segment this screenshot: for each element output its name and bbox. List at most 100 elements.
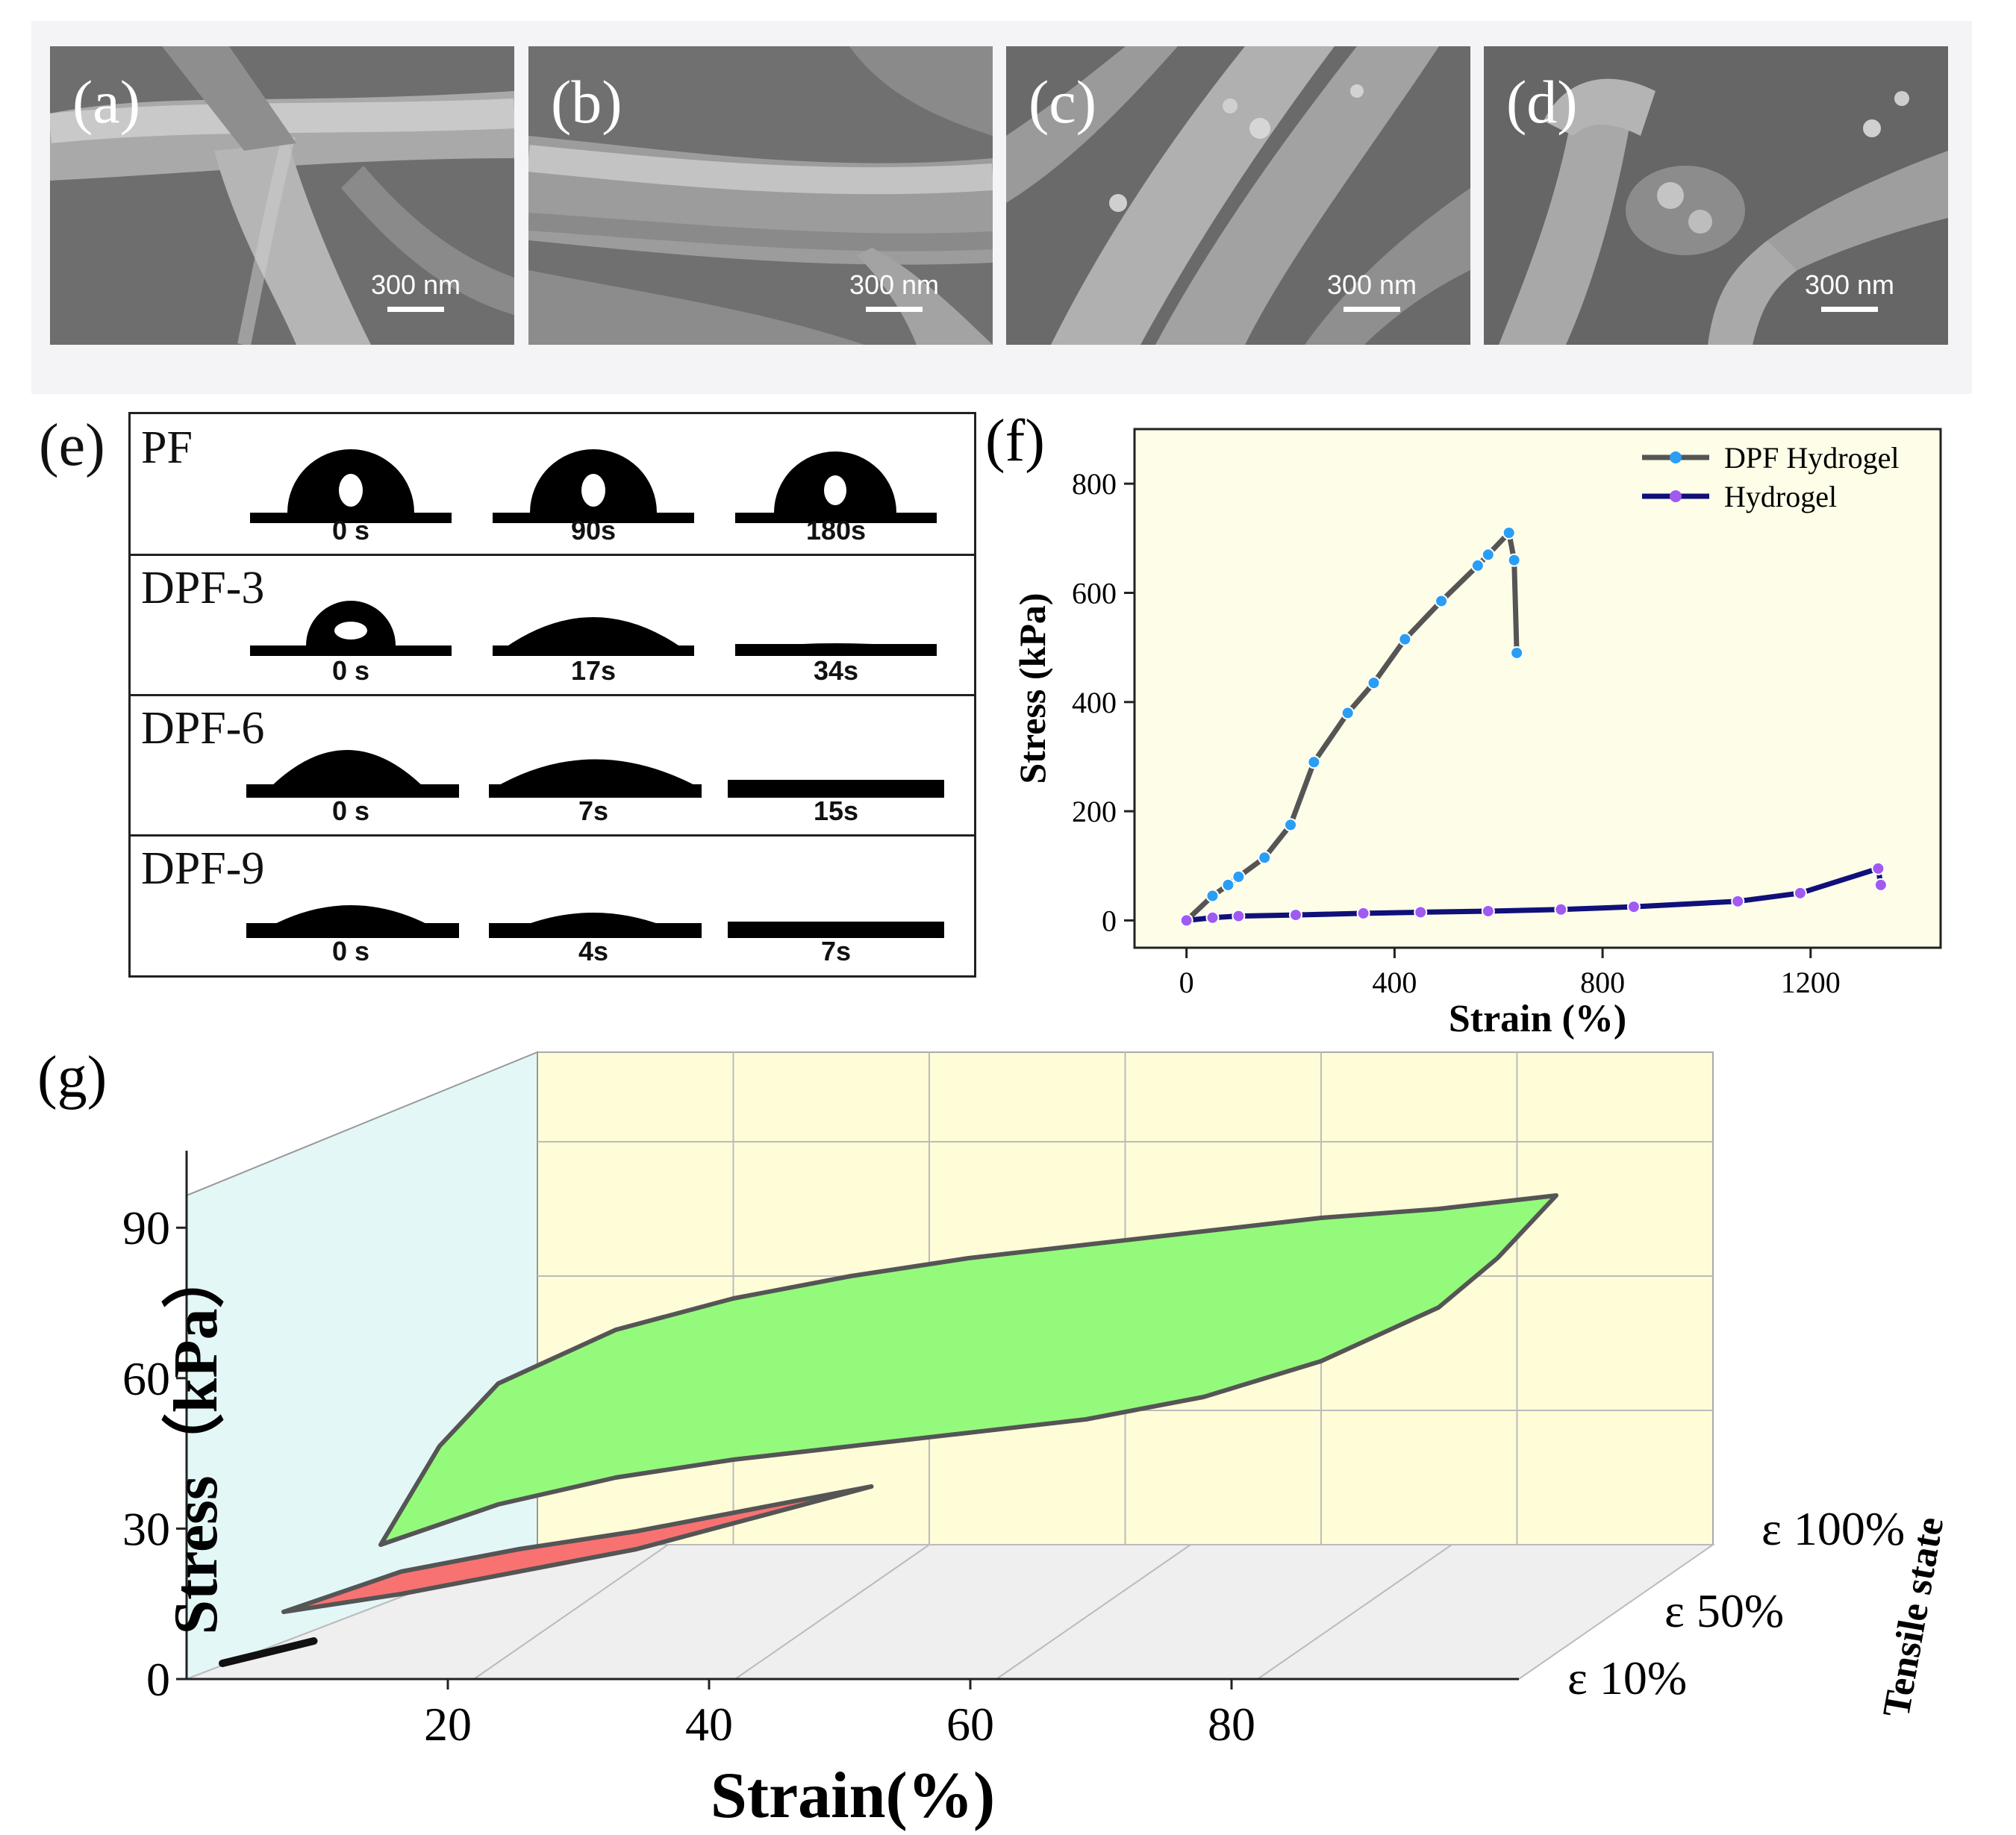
grid-line <box>473 1544 669 1680</box>
scale-bar-c-line <box>1344 307 1400 312</box>
ca-time-label: 90s <box>570 515 617 546</box>
y-axis-label: Stress（kPa） <box>161 1245 231 1634</box>
data-point <box>1626 900 1641 914</box>
ca-cell: 90s <box>485 416 702 546</box>
legend-swatch-marker <box>1670 490 1682 502</box>
scale-bar-b-line <box>866 307 923 312</box>
data-point <box>1205 910 1220 925</box>
hysteresis-loop-1 <box>281 1484 874 1614</box>
sem-image-a: (a) 300 nm <box>50 46 514 345</box>
depth-label: ε 10% <box>1567 1651 1687 1704</box>
ca-row-dpf9: DPF-9 0 s 4s 7s <box>131 835 974 975</box>
grid-line <box>996 1544 1191 1680</box>
x-tick-label: 400 <box>1372 966 1417 999</box>
x-tick-label: 60 <box>946 1698 994 1751</box>
water-droplet-image <box>493 449 694 523</box>
y-tick-label: 90 <box>122 1201 170 1254</box>
scale-bar-a-text: 300 nm <box>370 269 461 300</box>
ca-time-label: 0 s <box>331 936 370 966</box>
scale-bar-d: 300 nm <box>1797 269 1902 312</box>
panel-label-d: (d) <box>1506 68 1578 136</box>
panel-label-b: (b) <box>551 68 622 136</box>
ca-time-label: 0 s <box>331 515 370 546</box>
water-droplet-image <box>735 643 937 656</box>
contact-angle-table: PF 0 s 90s 180s DPF-3 0 s <box>128 412 976 978</box>
depth-label: ε 100% <box>1761 1502 1905 1555</box>
hysteresis-curve-0 <box>219 1637 318 1667</box>
ca-sample-name: DPF-9 <box>141 843 265 894</box>
x-axis-label: Strain(%) <box>711 1760 995 1832</box>
ca-time-label: 0 s <box>331 795 370 826</box>
scale-bar-a-line <box>387 307 444 312</box>
data-point <box>1470 558 1485 572</box>
ca-sample-name: PF <box>141 422 193 473</box>
scale-bar-c: 300 nm <box>1320 269 1424 312</box>
depth-label: ε 50% <box>1664 1584 1784 1637</box>
data-point <box>1502 526 1516 540</box>
scale-bar-d-line <box>1821 307 1878 312</box>
ca-cell: 4s <box>485 837 702 967</box>
sem-image-c: (c) 300 nm <box>1006 46 1470 345</box>
data-point <box>1289 908 1302 922</box>
ca-time-label: 180s <box>805 515 867 546</box>
data-point <box>1873 878 1888 892</box>
y-tick-label: 0 <box>1102 904 1117 937</box>
grid-line <box>1257 1544 1452 1680</box>
data-point <box>1414 905 1428 919</box>
sem-image-b: (b) 300 nm <box>528 46 993 345</box>
data-point <box>1507 553 1521 567</box>
y-axis-label: Stress (kPa) <box>1011 593 1053 784</box>
data-point <box>1871 861 1885 875</box>
data-point <box>1232 909 1246 923</box>
water-droplet-image <box>489 759 702 798</box>
legend-swatch-marker <box>1670 451 1682 463</box>
data-point <box>1481 548 1495 562</box>
data-point <box>1341 706 1355 720</box>
ca-cell: 34s <box>728 556 944 687</box>
water-droplet-image <box>489 913 702 938</box>
data-point <box>1258 851 1272 865</box>
data-point <box>1179 913 1193 928</box>
data-point <box>1731 894 1745 908</box>
water-droplet-image <box>728 780 944 798</box>
sem-micrograph-a <box>50 46 514 345</box>
scale-bar-a: 300 nm <box>363 269 468 312</box>
ca-time-label: 34s <box>813 655 859 686</box>
water-droplet-image <box>728 922 944 938</box>
ca-time-label: 7s <box>820 936 852 966</box>
ca-cell: 180s <box>728 416 944 546</box>
ca-time-label: 7s <box>578 795 609 826</box>
sem-micrograph-b <box>528 46 993 345</box>
ca-cell: 7s <box>485 696 702 827</box>
ca-cell: 7s <box>728 837 944 967</box>
data-point <box>1793 886 1807 900</box>
x-tick-label: 20 <box>424 1698 472 1751</box>
hysteresis-loop-2 <box>378 1193 1558 1547</box>
scale-bar-b-text: 300 nm <box>849 269 940 300</box>
y-tick-label: 60 <box>122 1352 170 1405</box>
x-tick-label: 1200 <box>1781 966 1841 999</box>
scale-bar-d-text: 300 nm <box>1804 269 1895 300</box>
panel-label-c: (c) <box>1029 68 1097 136</box>
ca-cell: 0 s <box>243 416 459 546</box>
scale-bar-c-text: 300 nm <box>1326 269 1417 300</box>
ca-time-label: 4s <box>578 936 609 966</box>
data-point <box>1232 869 1246 884</box>
ca-cell: 15s <box>728 696 944 827</box>
data-point <box>1367 676 1381 690</box>
data-point <box>1510 645 1524 660</box>
water-droplet-image <box>246 750 459 798</box>
sem-image-d: (d) 300 nm <box>1484 46 1948 345</box>
panel-label-f: (f) <box>985 408 1045 474</box>
y-tick-label: 600 <box>1072 576 1117 610</box>
ca-row-pf: PF 0 s 90s 180s <box>131 414 974 556</box>
legend-label: Hydrogel <box>1724 480 1837 513</box>
data-point <box>1554 902 1568 916</box>
ca-time-label: 15s <box>813 795 859 826</box>
water-droplet-image <box>246 905 459 938</box>
legend-label: DPF Hydrogel <box>1724 441 1899 475</box>
scale-bar-b: 300 nm <box>842 269 946 312</box>
y-tick-label: 200 <box>1072 795 1117 828</box>
water-droplet-image <box>250 449 452 523</box>
